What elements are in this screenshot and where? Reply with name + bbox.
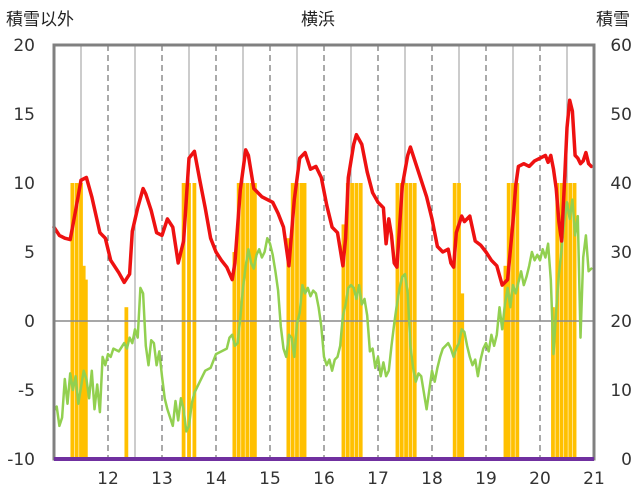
snow-bar <box>124 307 129 459</box>
x-tick-label: 20 <box>529 469 551 489</box>
snow-bar <box>81 265 86 459</box>
left-tick-label: -5 <box>18 381 35 401</box>
left-tick-label: 20 <box>13 36 35 56</box>
x-tick-labels: 12 13 14 15 16 17 18 19 20 21 <box>97 469 605 489</box>
right-tick-label: 0 <box>621 450 632 470</box>
red-series-line <box>52 98 594 287</box>
left-tick-label: 5 <box>24 243 35 263</box>
x-tick-label: 16 <box>313 469 335 489</box>
snow-bar <box>551 307 555 459</box>
x-tick-label: 14 <box>205 469 227 489</box>
left-tick-labels: 20 15 10 5 0 -5 -10 <box>7 36 35 470</box>
snow-bar <box>232 252 237 459</box>
chart-title: 横浜 <box>301 10 335 30</box>
snow-bar <box>83 279 88 459</box>
right-tick-label: 60 <box>610 36 632 56</box>
x-tick-label: 19 <box>475 469 497 489</box>
right-tick-label: 20 <box>610 312 632 332</box>
x-tick-label: 18 <box>421 469 443 489</box>
left-axis-title: 積雪以外 <box>6 10 74 30</box>
x-tick-label: 17 <box>367 469 389 489</box>
right-tick-label: 30 <box>610 243 632 263</box>
x-tick-label: 21 <box>583 469 605 489</box>
x-tick-label: 15 <box>259 469 281 489</box>
right-tick-label: 50 <box>610 105 632 125</box>
plot-frame <box>52 43 596 461</box>
left-tick-label: 10 <box>13 174 35 194</box>
snow-bar <box>503 265 508 459</box>
left-tick-label: 0 <box>24 312 35 332</box>
right-tick-label: 40 <box>610 174 632 194</box>
left-tick-label: -10 <box>7 450 35 470</box>
x-tick-label: 12 <box>97 469 119 489</box>
snow-bar <box>341 224 346 459</box>
green-series-line <box>52 198 593 433</box>
right-tick-label: 10 <box>610 381 632 401</box>
left-tick-label: 15 <box>13 105 35 125</box>
series-lines <box>52 98 594 433</box>
right-axis-title: 積雪 <box>596 10 630 30</box>
x-tick-label: 13 <box>151 469 173 489</box>
right-tick-labels: 60 50 40 30 20 10 0 <box>610 36 632 470</box>
snow-bar <box>460 293 465 459</box>
